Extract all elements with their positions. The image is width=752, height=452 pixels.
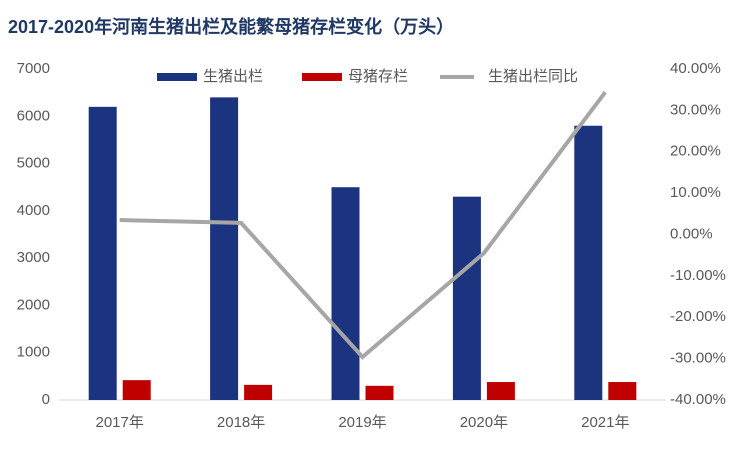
bar: [244, 384, 273, 400]
bar: [365, 385, 394, 400]
y2-tick-label: -10.00%: [670, 267, 726, 284]
legend-label: 母猪存栏: [348, 68, 408, 85]
y2-tick-label: 10.00%: [670, 184, 721, 201]
bar: [574, 125, 603, 400]
y2-tick-label: 30.00%: [670, 101, 721, 118]
legend-swatch: [157, 73, 197, 81]
bar: [608, 382, 637, 400]
y-tick-label: 4000: [17, 202, 50, 219]
bar: [88, 106, 117, 400]
x-tick-label: 2017年: [96, 414, 144, 431]
bar: [210, 97, 239, 400]
bar: [122, 380, 151, 400]
y-tick-label: 5000: [17, 155, 50, 172]
y-tick-label: 0: [42, 391, 50, 408]
bar: [331, 187, 360, 400]
y2-tick-label: -30.00%: [670, 350, 726, 367]
y-tick-label: 3000: [17, 249, 50, 266]
bar: [452, 196, 481, 400]
y2-tick-label: -20.00%: [670, 308, 726, 325]
y-tick-label: 7000: [17, 60, 50, 77]
x-tick-label: 2019年: [338, 414, 386, 431]
x-tick-label: 2018年: [217, 414, 265, 431]
y2-tick-label: 0.00%: [670, 225, 713, 242]
legend-label: 生猪出栏: [203, 68, 263, 85]
legend-swatch: [302, 73, 342, 81]
y2-tick-label: 40.00%: [670, 60, 721, 77]
y2-tick-label: -40.00%: [670, 391, 726, 408]
legend-label: 生猪出栏同比: [488, 68, 578, 85]
chart-title: 2017-2020年河南生猪出栏及能繁母猪存栏变化（万头）: [8, 16, 454, 37]
y-tick-label: 6000: [17, 107, 50, 124]
y2-tick-label: 20.00%: [670, 143, 721, 160]
y-tick-label: 2000: [17, 296, 50, 313]
x-tick-label: 2021年: [581, 414, 629, 431]
y-tick-label: 1000: [17, 344, 50, 361]
bar: [486, 382, 515, 400]
line: [119, 90, 607, 360]
x-tick-label: 2020年: [460, 414, 508, 431]
